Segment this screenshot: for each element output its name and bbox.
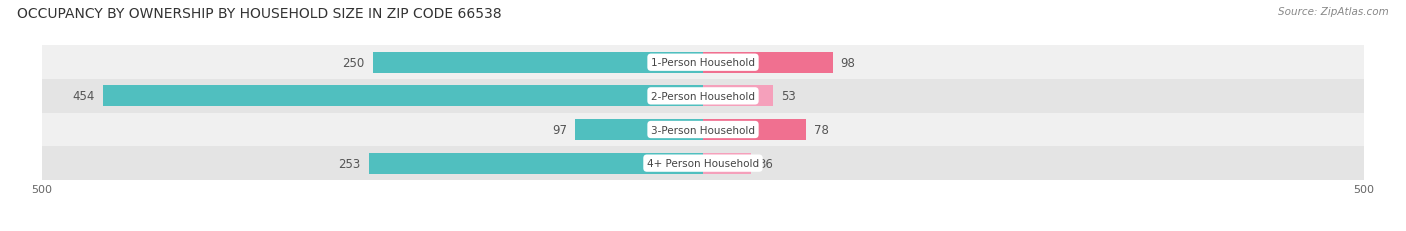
Bar — [103, 86, 703, 107]
Bar — [42, 113, 1364, 147]
Text: Source: ZipAtlas.com: Source: ZipAtlas.com — [1278, 7, 1389, 17]
Text: 36: 36 — [758, 157, 773, 170]
Bar — [703, 86, 773, 107]
Bar — [575, 120, 703, 140]
Bar — [703, 153, 751, 174]
Bar — [42, 80, 1364, 113]
Text: 1-Person Household: 1-Person Household — [651, 58, 755, 68]
Text: 2-Person Household: 2-Person Household — [651, 91, 755, 101]
Text: 253: 253 — [339, 157, 361, 170]
Bar — [703, 53, 832, 73]
Bar — [368, 153, 703, 174]
Bar — [703, 120, 806, 140]
Text: OCCUPANCY BY OWNERSHIP BY HOUSEHOLD SIZE IN ZIP CODE 66538: OCCUPANCY BY OWNERSHIP BY HOUSEHOLD SIZE… — [17, 7, 502, 21]
Bar — [42, 46, 1364, 80]
Text: 250: 250 — [343, 56, 364, 70]
Text: 454: 454 — [73, 90, 96, 103]
Bar — [373, 53, 703, 73]
Text: 3-Person Household: 3-Person Household — [651, 125, 755, 135]
Text: 53: 53 — [780, 90, 796, 103]
Bar — [42, 147, 1364, 180]
Text: 98: 98 — [841, 56, 855, 70]
Text: 97: 97 — [553, 123, 567, 137]
Text: 4+ Person Household: 4+ Person Household — [647, 158, 759, 168]
Text: 78: 78 — [814, 123, 830, 137]
